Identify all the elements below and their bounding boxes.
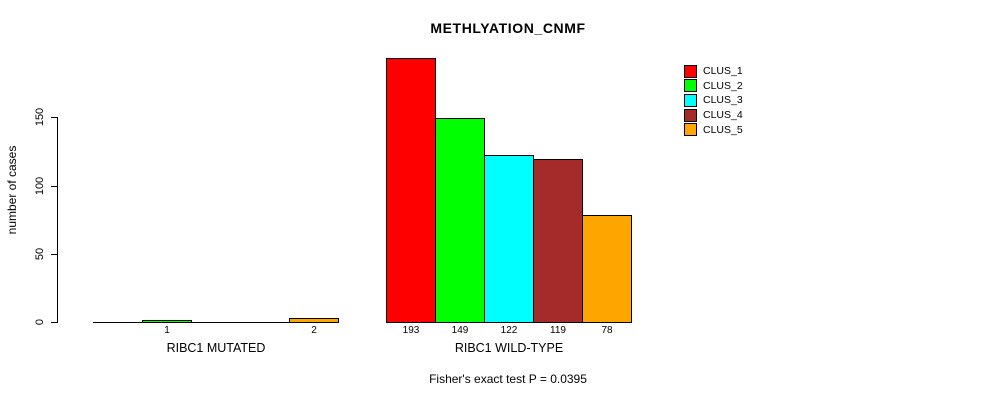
chart-title: METHLYATION_CNMF [430,20,586,36]
bar-clus_5 [582,215,632,323]
zero-height-bar [191,322,241,323]
y-tick [51,117,57,118]
legend: CLUS_1 CLUS_2 CLUS_3 CLUS_4 CLUS_5 [684,64,743,137]
y-tick [51,186,57,187]
zero-height-bar [93,322,143,323]
y-tick [51,254,57,255]
group-label: RIBC1 MUTATED [166,341,266,355]
bar-clus_5 [289,318,339,323]
legend-item-label: CLUS_4 [703,109,743,122]
legend-color-swatch [684,79,697,93]
legend-item-label: CLUS_1 [703,65,743,78]
y-axis-line [57,117,58,323]
legend-item-label: CLUS_5 [703,123,743,136]
zero-height-bar [240,322,290,323]
bar-value-label: 149 [451,325,469,336]
legend-color-swatch [684,64,697,78]
bar-clus_2 [435,118,485,323]
bar-value-label: 122 [500,325,518,336]
legend-item-label: CLUS_3 [703,94,743,107]
group-label: RIBC1 WILD-TYPE [454,341,564,355]
legend-color-swatch [684,93,697,107]
bar-value-label: 2 [311,325,317,336]
bar-value-label: 1 [164,325,170,336]
y-tick-label: 0 [34,318,46,326]
legend-color-swatch [684,123,697,137]
y-tick-label: 100 [34,176,46,196]
bar-value-label: 78 [601,325,613,336]
legend-item: CLUS_4 [684,108,743,123]
legend-item: CLUS_2 [684,79,743,94]
y-tick-label: 50 [34,247,46,261]
legend-color-swatch [684,108,697,122]
bar-clus_1 [386,58,436,323]
y-tick [51,322,57,323]
bar-clus_3 [484,155,534,323]
legend-item: CLUS_5 [684,122,743,137]
legend-item: CLUS_3 [684,93,743,108]
bar-clus_2 [142,320,192,323]
bar-value-label: 193 [402,325,420,336]
legend-item: CLUS_1 [684,64,743,79]
bar-clus_4 [533,159,583,323]
annotation-text: Fisher's exact test P = 0.0395 [429,372,587,386]
bar-value-label: 119 [550,325,566,336]
y-axis-label: number of cases [5,145,19,235]
legend-item-label: CLUS_2 [703,79,743,92]
y-tick-label: 150 [34,107,46,127]
